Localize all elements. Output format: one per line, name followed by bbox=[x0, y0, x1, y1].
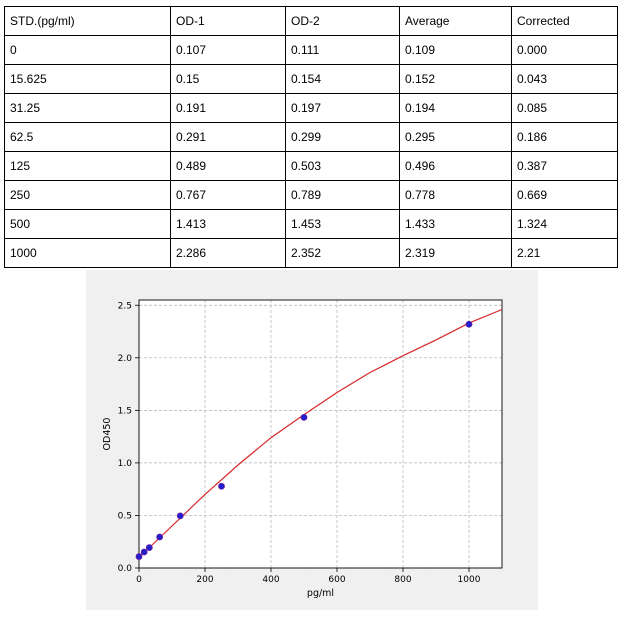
x-tick-label: 600 bbox=[328, 575, 345, 585]
x-tick-label: 0 bbox=[136, 575, 142, 585]
cell-od2: 0.503 bbox=[285, 151, 400, 181]
cell-od2: 0.197 bbox=[285, 93, 400, 123]
cell-average: 0.152 bbox=[399, 64, 512, 94]
table-row: 500 1.413 1.453 1.433 1.324 bbox=[4, 209, 618, 239]
cell-std: 250 bbox=[4, 180, 171, 210]
cell-od1: 0.489 bbox=[170, 151, 286, 181]
x-tick-label: 400 bbox=[262, 575, 279, 585]
chart-svg: 0 200 400 600 800 1000 0.0 0.5 1.0 1.5 2.0 2.5 pg/ml… bbox=[102, 299, 503, 599]
cell-average: 0.778 bbox=[399, 180, 512, 210]
cell-std: 31.25 bbox=[4, 93, 171, 123]
cell-average: 2.319 bbox=[399, 238, 512, 268]
cell-corrected: 0.669 bbox=[511, 180, 618, 210]
cell-od2: 0.111 bbox=[285, 35, 400, 65]
data-point bbox=[300, 413, 308, 421]
cell-corrected: 0.000 bbox=[511, 35, 618, 65]
cell-od2: 1.453 bbox=[285, 209, 400, 239]
header-std: STD.(pg/ml) bbox=[4, 6, 171, 36]
y-tick-label: 0.0 bbox=[118, 564, 133, 574]
header-average: Average bbox=[399, 6, 512, 36]
cell-std: 15.625 bbox=[4, 64, 171, 94]
header-od2: OD-2 bbox=[285, 6, 400, 36]
table-row: 31.25 0.191 0.197 0.194 0.085 bbox=[4, 93, 618, 123]
x-axis-label: pg/ml bbox=[307, 588, 334, 599]
table-row: 1000 2.286 2.352 2.319 2.21 bbox=[4, 238, 618, 268]
cell-od1: 0.191 bbox=[170, 93, 286, 123]
y-tick-label: 1.0 bbox=[118, 459, 133, 469]
data-point bbox=[218, 482, 225, 490]
data-point bbox=[140, 548, 148, 556]
cell-average: 0.109 bbox=[399, 35, 512, 65]
y-tick-label: 2.0 bbox=[118, 354, 133, 364]
cell-od1: 2.286 bbox=[170, 238, 286, 268]
table-row: 0 0.107 0.111 0.109 0.000 bbox=[4, 35, 618, 65]
data-point bbox=[145, 544, 153, 552]
fit-curve-line bbox=[138, 308, 503, 558]
standard-curve-chart: 0 200 400 600 800 1000 0.0 0.5 1.0 1.5 2.0 2.5 pg/ml… bbox=[86, 270, 538, 610]
cell-average: 0.496 bbox=[399, 151, 512, 181]
plot-area bbox=[139, 300, 502, 568]
table-row: 125 0.489 0.503 0.496 0.387 bbox=[4, 151, 618, 181]
data-point bbox=[156, 533, 164, 541]
cell-od1: 1.413 bbox=[170, 209, 286, 239]
header-corrected: Corrected bbox=[511, 6, 618, 36]
cell-std: 125 bbox=[4, 151, 171, 181]
cell-corrected: 0.043 bbox=[511, 64, 618, 94]
cell-std: 1000 bbox=[4, 238, 171, 268]
x-tick-label: 800 bbox=[394, 575, 411, 585]
cell-od2: 0.789 bbox=[285, 180, 400, 210]
cell-od2: 2.352 bbox=[285, 238, 400, 268]
cell-std: 62.5 bbox=[4, 122, 171, 152]
data-point bbox=[135, 553, 143, 560]
cell-corrected: 0.085 bbox=[511, 93, 618, 123]
table-row: 250 0.767 0.789 0.778 0.669 bbox=[4, 180, 618, 210]
cell-od1: 0.291 bbox=[170, 122, 286, 152]
cell-corrected: 0.186 bbox=[511, 122, 618, 152]
cell-od2: 0.299 bbox=[285, 122, 400, 152]
y-tick-label: 2.5 bbox=[118, 301, 132, 311]
plot-frame bbox=[138, 299, 503, 569]
cell-average: 0.194 bbox=[399, 93, 512, 123]
cell-corrected: 0.387 bbox=[511, 151, 618, 181]
data-point bbox=[176, 512, 184, 520]
table-row: 15.625 0.15 0.154 0.152 0.043 bbox=[4, 64, 618, 94]
data-point bbox=[465, 320, 473, 328]
x-tick-label: 1000 bbox=[458, 575, 481, 585]
cell-std: 0 bbox=[4, 35, 171, 65]
cell-corrected: 2.21 bbox=[511, 238, 618, 268]
cell-average: 0.295 bbox=[399, 122, 512, 152]
header-od1: OD-1 bbox=[170, 6, 286, 36]
cell-od1: 0.107 bbox=[170, 35, 286, 65]
x-tick-label: 200 bbox=[196, 575, 213, 585]
cell-od1: 0.15 bbox=[170, 64, 286, 94]
standards-table: STD.(pg/ml) OD-1 OD-2 Average Corrected … bbox=[4, 6, 618, 268]
cell-od2: 0.154 bbox=[285, 64, 400, 94]
cell-od1: 0.767 bbox=[170, 180, 286, 210]
cell-corrected: 1.324 bbox=[511, 209, 618, 239]
cell-average: 1.433 bbox=[399, 209, 512, 239]
y-tick-label: 0.5 bbox=[118, 511, 132, 521]
y-axis-label: OD450 bbox=[102, 418, 113, 451]
table-row: 62.5 0.291 0.299 0.295 0.186 bbox=[4, 122, 618, 152]
table-header-row: STD.(pg/ml) OD-1 OD-2 Average Corrected bbox=[4, 6, 618, 36]
cell-std: 500 bbox=[4, 209, 171, 239]
y-tick-label: 1.5 bbox=[118, 406, 132, 416]
